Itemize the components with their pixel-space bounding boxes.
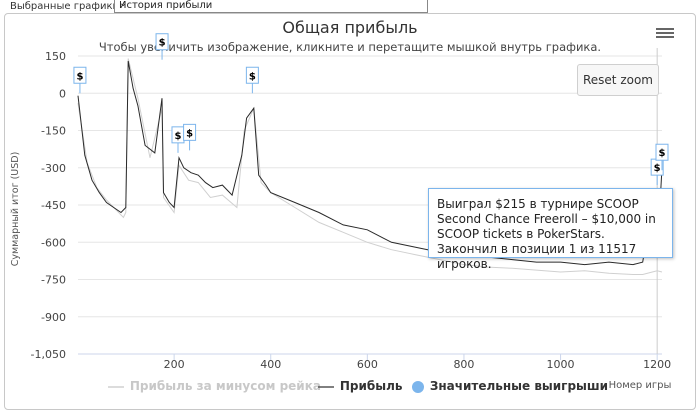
x-axis-title: Номер игры xyxy=(609,380,672,391)
y-tick-label: -1,050 xyxy=(31,348,66,361)
legend-item-wins[interactable]: Значительные выигрыши xyxy=(412,379,608,393)
dollar-icon: $ xyxy=(175,131,182,142)
dollar-icon: $ xyxy=(76,71,83,82)
win-flag-box xyxy=(73,66,87,84)
legend-item-rake[interactable]: Прибыль за минусом рейка xyxy=(108,379,321,393)
y-tick-label: 150 xyxy=(45,50,66,63)
y-tick-label: -150 xyxy=(41,125,66,138)
hamburger-menu-icon[interactable] xyxy=(656,26,674,40)
chart-selector-label: Выбранные графики: xyxy=(10,1,123,12)
chart-selector-bar: Выбранные графики: История прибыли ⌄ xyxy=(0,0,700,14)
legend-line-icon xyxy=(318,385,334,388)
y-tick-label: -900 xyxy=(41,311,66,324)
legend-label-rake: Прибыль за минусом рейка xyxy=(129,379,321,393)
x-tick-label: 400 xyxy=(260,358,281,371)
win-flag-box xyxy=(245,66,259,84)
reset-zoom-button[interactable]: Reset zoom xyxy=(577,64,659,96)
x-tick-label: 1200 xyxy=(643,358,671,371)
chart-selector-value: История прибыли xyxy=(119,0,213,11)
dollar-icon: $ xyxy=(249,71,256,82)
dollar-icon: $ xyxy=(159,38,166,49)
y-axis-title: Суммарный итог (USD) xyxy=(10,152,21,267)
legend-label-wins: Значительные выигрыши xyxy=(429,379,609,393)
win-flag-box xyxy=(183,123,197,141)
win-flag-box xyxy=(155,33,169,51)
x-tick-label: 800 xyxy=(453,358,474,371)
win-flag-box xyxy=(655,143,669,161)
chart-selector-dropdown[interactable]: История прибыли ⌄ xyxy=(114,0,428,13)
dollar-icon: $ xyxy=(654,163,661,174)
chart-subtitle: Чтобы увеличить изображение, кликните и … xyxy=(98,40,602,54)
win-tooltip: Выиграл $215 в турнире SCOOP Second Chan… xyxy=(428,188,673,271)
x-tick-label: 1000 xyxy=(547,358,575,371)
chart-title: Общая прибыль xyxy=(282,18,418,37)
y-tick-label: -300 xyxy=(41,162,66,175)
y-tick-label: 0 xyxy=(59,87,66,100)
legend-line-icon xyxy=(108,385,124,388)
legend-item-profit[interactable]: Прибыль xyxy=(318,379,402,393)
dollar-icon: $ xyxy=(186,128,193,139)
legend-dot-icon xyxy=(412,380,424,393)
y-tick-label: -750 xyxy=(41,274,66,287)
dollar-icon: $ xyxy=(659,148,666,159)
y-tick-label: -600 xyxy=(41,236,66,249)
x-tick-label: 200 xyxy=(164,358,185,371)
legend-label-profit: Прибыль xyxy=(339,379,403,393)
y-tick-label: -450 xyxy=(41,199,66,212)
series-profit-line xyxy=(77,60,663,266)
x-tick-label: 600 xyxy=(357,358,378,371)
chevron-down-icon: ⌄ xyxy=(119,0,128,9)
